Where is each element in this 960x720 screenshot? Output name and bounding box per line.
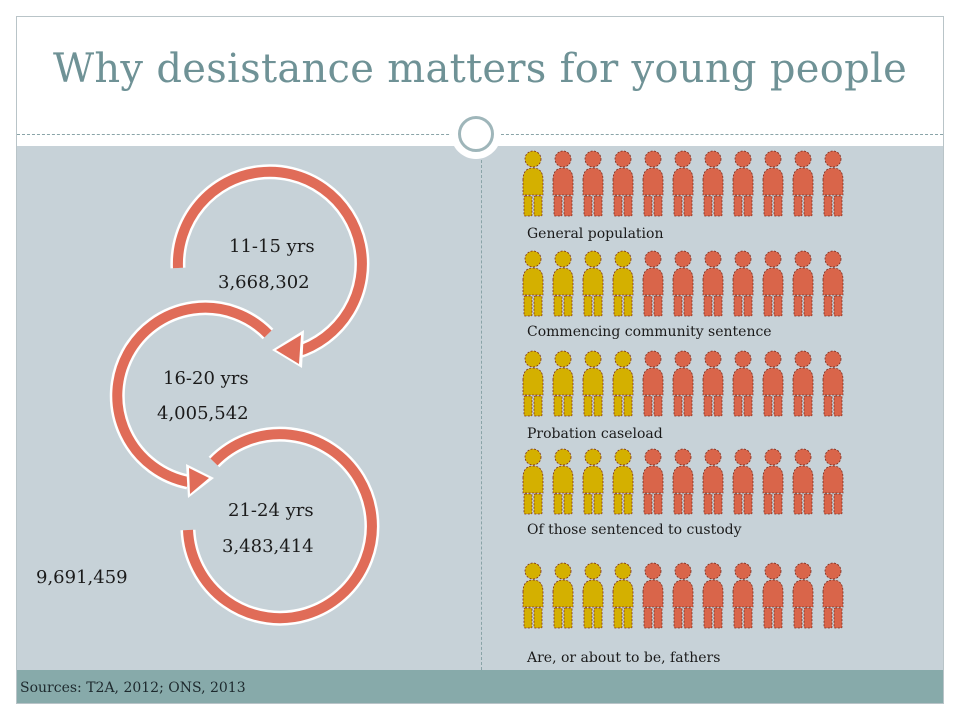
- people-row-2: [518, 250, 858, 320]
- person-figure-icon: [552, 250, 574, 317]
- row-label-3: Probation caseload: [527, 426, 663, 442]
- people-row-3: [518, 350, 858, 420]
- person-figure-icon: [762, 250, 784, 317]
- person-figure-icon: [612, 562, 634, 629]
- person-figure-icon: [552, 448, 574, 515]
- person-figure-icon: [552, 562, 574, 629]
- person-figure-icon: [732, 350, 754, 417]
- person-figure-icon: [522, 562, 544, 629]
- person-figure-icon: [522, 250, 544, 317]
- content-area: [17, 146, 943, 670]
- person-figure-icon: [792, 150, 814, 217]
- cycle-3-age: 21-24 yrs: [228, 500, 314, 521]
- person-figure-icon: [612, 150, 634, 217]
- person-figure-icon: [642, 150, 664, 217]
- person-figure-icon: [762, 448, 784, 515]
- person-figure-icon: [672, 150, 694, 217]
- person-figure-icon: [522, 350, 544, 417]
- person-figure-icon: [612, 350, 634, 417]
- cycle-1-count: 3,668,302: [218, 272, 310, 293]
- person-figure-icon: [672, 350, 694, 417]
- person-figure-icon: [822, 250, 844, 317]
- person-figure-icon: [822, 350, 844, 417]
- person-figure-icon: [732, 250, 754, 317]
- cycle-arrow-3: [180, 426, 380, 626]
- person-figure-icon: [762, 150, 784, 217]
- row-label-4: Of those sentenced to custody: [527, 522, 742, 538]
- person-figure-icon: [732, 562, 754, 629]
- person-figure-icon: [582, 350, 604, 417]
- row-label-1: General population: [527, 226, 664, 242]
- total-count: 9,691,459: [36, 567, 128, 588]
- person-figure-icon: [792, 448, 814, 515]
- person-figure-icon: [702, 250, 724, 317]
- person-figure-icon: [792, 250, 814, 317]
- circle-ornament-icon: [458, 116, 494, 152]
- cycle-2-count: 4,005,542: [157, 403, 249, 424]
- cycle-arrow-1: [170, 164, 370, 368]
- row-label-5: Are, or about to be, fathers: [527, 650, 721, 666]
- people-row-4: [518, 448, 858, 518]
- person-figure-icon: [582, 562, 604, 629]
- row-label-2: Commencing community sentence: [527, 324, 772, 340]
- person-figure-icon: [642, 448, 664, 515]
- person-figure-icon: [552, 350, 574, 417]
- person-figure-icon: [522, 448, 544, 515]
- person-figure-icon: [702, 150, 724, 217]
- column-separator: [481, 160, 482, 670]
- slide-title: Why desistance matters for young people: [52, 46, 908, 92]
- person-figure-icon: [642, 350, 664, 417]
- cycle-1-age: 11-15 yrs: [229, 236, 315, 257]
- person-figure-icon: [582, 250, 604, 317]
- person-figure-icon: [702, 448, 724, 515]
- person-figure-icon: [642, 250, 664, 317]
- person-figure-icon: [732, 150, 754, 217]
- person-figure-icon: [702, 562, 724, 629]
- person-figure-icon: [642, 562, 664, 629]
- person-figure-icon: [822, 448, 844, 515]
- person-figure-icon: [822, 150, 844, 217]
- people-row-5: [518, 562, 858, 632]
- cycle-3-count: 3,483,414: [222, 536, 314, 557]
- cycle-2-age: 16-20 yrs: [163, 368, 249, 389]
- person-figure-icon: [672, 250, 694, 317]
- person-figure-icon: [792, 350, 814, 417]
- person-figure-icon: [552, 150, 574, 217]
- person-figure-icon: [612, 250, 634, 317]
- person-figure-icon: [762, 562, 784, 629]
- person-figure-icon: [672, 562, 694, 629]
- person-figure-icon: [582, 150, 604, 217]
- person-figure-icon: [732, 448, 754, 515]
- person-figure-icon: [702, 350, 724, 417]
- person-figure-icon: [582, 448, 604, 515]
- people-row-1: [518, 150, 858, 220]
- footer-bar: [17, 670, 943, 703]
- person-figure-icon: [792, 562, 814, 629]
- cycle-arrow-2: [109, 300, 274, 498]
- sources-text: Sources: T2A, 2012; ONS, 2013: [20, 680, 246, 696]
- person-figure-icon: [672, 448, 694, 515]
- person-figure-icon: [522, 150, 544, 217]
- person-figure-icon: [822, 562, 844, 629]
- person-figure-icon: [612, 448, 634, 515]
- person-figure-icon: [762, 350, 784, 417]
